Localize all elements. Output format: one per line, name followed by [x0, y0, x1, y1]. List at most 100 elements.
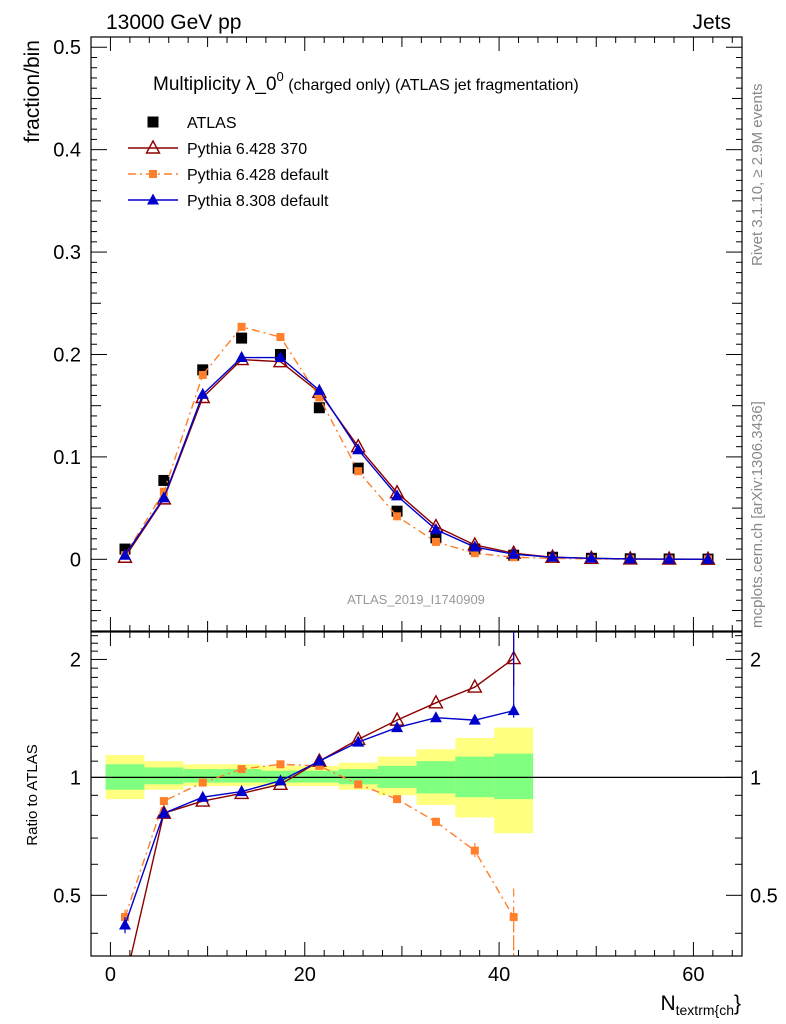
ratio-plot: 0 20 40 60 0.5 0.5 1 1 2 2 Ratio to ATLAS Ntextrm…	[24, 631, 778, 1018]
data-point-py8	[274, 351, 287, 363]
legend-marker-py6_370	[145, 139, 161, 154]
data-point-py8	[235, 351, 248, 363]
ratio-point-py6_370	[428, 694, 444, 709]
data-point-py6_def	[315, 393, 324, 402]
series-py6_def	[121, 322, 712, 564]
ratio-point-py6_def	[159, 797, 168, 806]
main-title-superscript: 0	[277, 69, 284, 84]
data-point-py8	[701, 552, 714, 564]
main-y-tick-label: 0.2	[53, 344, 81, 366]
main-title-rest: (charged only) (ATLAS jet fragmentation)	[284, 77, 579, 94]
ratio-point-py8	[157, 806, 170, 818]
ratio-point-py6_def	[276, 760, 285, 769]
ratio-plot-frame	[90, 631, 743, 957]
data-point-atlas	[391, 505, 403, 517]
data-point-py8	[352, 443, 365, 455]
data-point-py6_def	[393, 512, 402, 521]
ratio-point-py8	[352, 735, 365, 747]
ratio-band-inner	[338, 769, 378, 785]
data-point-py8	[196, 387, 209, 399]
data-point-py8	[663, 552, 676, 564]
main-title: Multiplicity λ_00 (charged only) (ATLAS …	[153, 69, 579, 95]
main-title-text: Multiplicity λ_0	[153, 74, 277, 95]
ratio-point-py8	[119, 918, 132, 930]
ratio-y-tick-label-right: 2	[750, 649, 761, 671]
ratio-x-tick-label: 0	[105, 964, 116, 986]
data-point-py8	[119, 548, 132, 560]
main-y-tick-label: 0.4	[53, 140, 81, 162]
ratio-point-py6_def	[198, 778, 207, 787]
ratio-x-tick-label: 40	[488, 964, 510, 986]
series-line-py6_def	[124, 326, 708, 561]
main-series-group	[117, 322, 716, 565]
side-rivet-label: Rivet 3.1.10, ≥ 2.9M events	[749, 84, 766, 267]
ratio-y-axis-label: Ratio to ATLAS	[24, 744, 41, 845]
ratio-band-inner	[222, 769, 262, 783]
data-point-py8	[157, 491, 170, 503]
ratio-y-tick-label: 2	[70, 649, 81, 671]
data-point-atlas	[236, 332, 248, 344]
legend-marker-py6_def	[149, 170, 157, 178]
ratio-line-py6_def	[124, 763, 515, 918]
ratio-point-py6_370	[467, 678, 483, 693]
ratio-band-inner	[299, 770, 339, 783]
legend-marker-atlas	[147, 116, 159, 128]
legend-entry-py6_def: Pythia 6.428 default	[128, 167, 329, 184]
ratio-point-py6_def	[354, 780, 363, 789]
legend-entry-py8: Pythia 8.308 default	[128, 193, 329, 210]
ratio-point-py8	[196, 790, 209, 802]
main-plot-frame	[90, 36, 743, 632]
ratio-point-py8	[274, 774, 287, 786]
main-y-tick-label: 0.1	[53, 447, 81, 469]
ratio-point-py8	[468, 713, 481, 725]
side-mcplots-label: mcplots.cern.ch [arXiv:1306.3436]	[749, 401, 766, 628]
data-point-py6_def	[431, 537, 440, 546]
legend-label-py6_def: Pythia 6.428 default	[187, 167, 329, 184]
data-point-py8	[468, 540, 481, 552]
main-axis-ticks: 0 0.1 0.2 0.3 0.4 0.5	[53, 37, 742, 631]
ratio-series-py8	[119, 703, 520, 934]
ratio-x-tick-label: 60	[682, 964, 704, 986]
ratio-line-py6_370	[130, 658, 515, 956]
header-energy-label: 13000 GeV pp	[106, 11, 241, 34]
data-point-py8	[313, 383, 326, 395]
ratio-band-inner	[144, 767, 184, 785]
x-axis-label-close: }	[734, 992, 741, 1015]
header-jets-label: Jets	[692, 11, 731, 34]
legend-entry-atlas: ATLAS	[147, 115, 237, 132]
ratio-axis-ticks: 0 20 40 60 0.5 0.5 1 1 2 2	[53, 632, 778, 986]
ratio-point-py6_def	[431, 817, 440, 826]
watermark-analysis-id: ATLAS_2019_I1740909	[347, 592, 485, 607]
ratio-series-group	[119, 632, 522, 956]
x-axis-label-main: N	[660, 992, 675, 1015]
legend: ATLAS Pythia 6.428 370 Pythia 6.428 defaul…	[128, 115, 329, 210]
series-atlas	[119, 332, 714, 565]
ratio-point-py8	[235, 785, 248, 797]
legend-marker-py8	[147, 193, 159, 205]
ratio-y-tick-label: 0.5	[53, 885, 81, 907]
data-point-py6_def	[470, 549, 479, 558]
ratio-point-py8	[429, 711, 442, 723]
legend-entry-py6_370: Pythia 6.428 370	[128, 139, 307, 158]
ratio-y-tick-label-right: 0.5	[750, 885, 778, 907]
data-point-atlas	[197, 364, 209, 376]
legend-label-atlas: ATLAS	[187, 115, 237, 132]
ratio-point-py8	[391, 721, 404, 733]
main-y-tick-label: 0.3	[53, 242, 81, 264]
main-plot: 00.10.20.30.40.5 Multiplicity λ_00 (char…	[21, 36, 743, 632]
data-point-py6_def	[276, 333, 285, 342]
ratio-x-tick-label: 20	[294, 964, 316, 986]
data-point-py8	[546, 550, 559, 562]
data-point-py8	[429, 523, 442, 535]
data-point-py8	[391, 489, 404, 501]
legend-label-py8: Pythia 8.308 default	[187, 193, 329, 210]
ratio-point-py6_def	[393, 795, 402, 804]
data-point-atlas	[430, 532, 442, 544]
ratio-point-py8	[313, 754, 326, 766]
ratio-y-tick-label-right: 1	[750, 767, 761, 789]
data-point-py6_def	[354, 467, 363, 476]
series-py8	[119, 351, 714, 564]
legend-label-py6_370: Pythia 6.428 370	[187, 141, 307, 158]
data-point-atlas	[158, 474, 170, 486]
